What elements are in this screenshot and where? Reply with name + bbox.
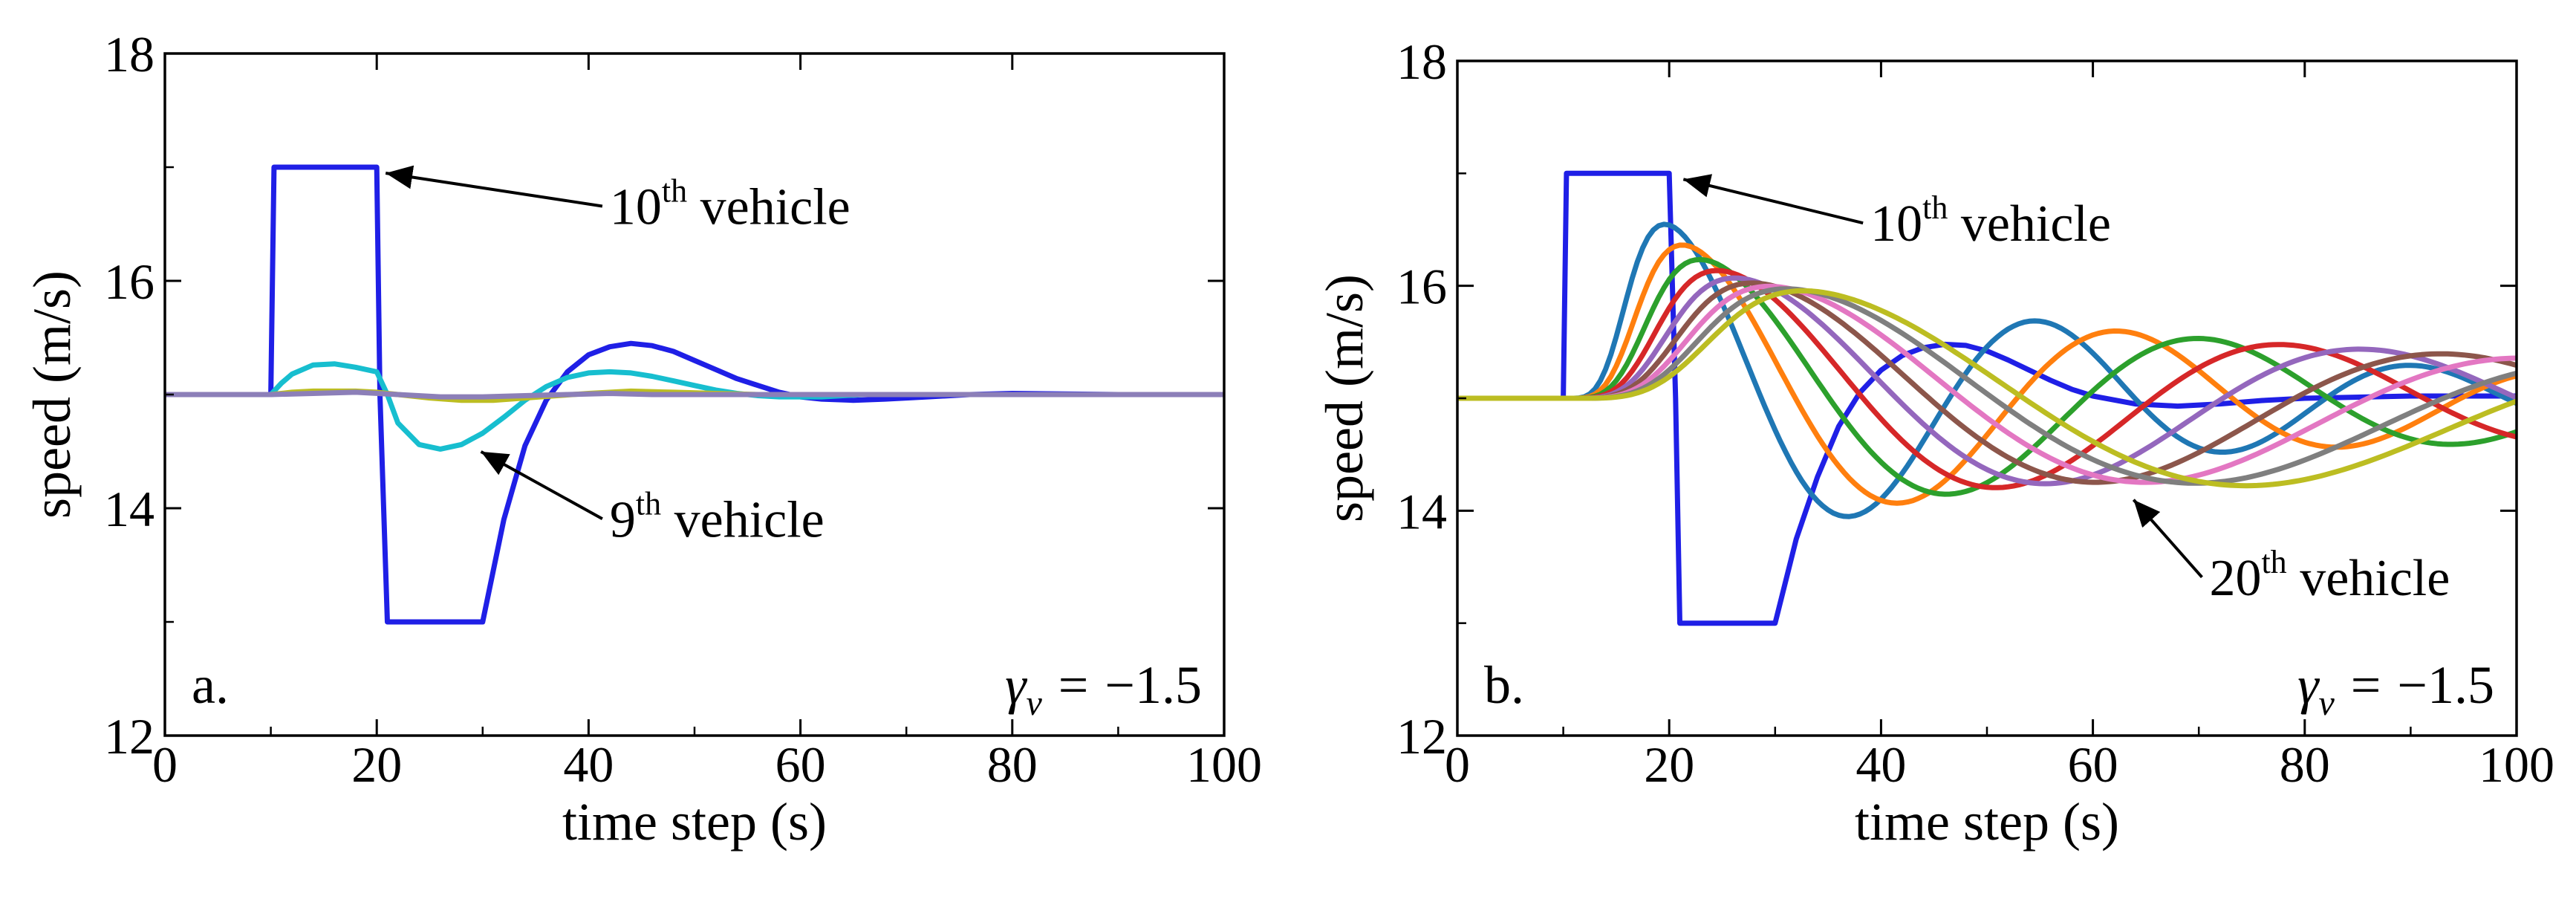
- series-line: [1457, 280, 2517, 485]
- panel-label: a.: [192, 655, 229, 715]
- annotation-number: 10: [1870, 195, 1922, 253]
- x-tick-label: 100: [2479, 736, 2554, 793]
- gamma-equals: =: [1058, 655, 1089, 715]
- gamma-value: −1.5: [1105, 655, 1202, 715]
- series-line: [1457, 288, 2517, 489]
- annotation-label: 10th vehicle: [1870, 189, 2111, 253]
- x-axis-title: time step (s): [562, 792, 827, 852]
- y-tick-label: 14: [1396, 483, 1447, 539]
- annotation-arrow: [385, 165, 603, 208]
- annotation-number: 10: [610, 179, 662, 236]
- annotation-label: 10th vehicle: [610, 173, 850, 236]
- annotation-rest: vehicle: [1948, 195, 2111, 253]
- series-group: [1457, 170, 2517, 626]
- annotation-number: 20: [2209, 550, 2261, 607]
- gamma-subscript: v: [1026, 684, 1042, 723]
- series-line: [1457, 256, 2517, 497]
- x-axis-title: time step (s): [1855, 792, 2119, 852]
- y-axis-title: speed (m/s): [1315, 274, 1374, 522]
- chart-panel-a: 0 20 40 60 80 100 12 14 16 18 time step (s) speed (…: [22, 26, 1262, 852]
- y-tick-label: 16: [104, 253, 155, 310]
- y-tick-label: 18: [1396, 33, 1447, 90]
- annotation-suffix: th: [636, 485, 661, 522]
- annotation-label: 9th vehicle: [610, 485, 824, 548]
- x-tick-label: 40: [1855, 736, 1906, 793]
- annotation-suffix: th: [2261, 544, 2286, 580]
- gamma-value: −1.5: [2397, 655, 2494, 715]
- y-tick-label: 18: [104, 26, 155, 82]
- x-tick-label: 20: [1644, 736, 1694, 793]
- series-group: [165, 164, 1224, 625]
- gamma-symbol: γ: [1005, 655, 1027, 715]
- panel-label: b.: [1484, 655, 1524, 715]
- x-tick-label: 60: [775, 736, 826, 793]
- y-tick-label: 16: [1396, 259, 1447, 315]
- gamma-label: γv = −1.5: [1005, 655, 1202, 723]
- y-axis-title: speed (m/s): [22, 270, 82, 519]
- annotation-rest: vehicle: [2287, 550, 2450, 607]
- annotation-suffix: th: [1922, 189, 1948, 226]
- series-line: [165, 361, 1224, 452]
- gamma-subscript: v: [2318, 684, 2335, 723]
- gamma-symbol: γ: [2297, 655, 2320, 715]
- x-tick-label: 100: [1186, 736, 1262, 793]
- series-line: [1457, 221, 2517, 519]
- chart-panel-b: 0 20 40 60 80 100 12 14 16 18 time step (s) speed (…: [1315, 33, 2554, 852]
- annotation-suffix: th: [662, 173, 687, 210]
- annotation-number: 9: [610, 491, 636, 548]
- series-line: [1457, 267, 2517, 490]
- annotation-arrow: [2132, 499, 2203, 579]
- x-tick-label: 80: [2280, 736, 2330, 793]
- x-tick-label: 20: [351, 736, 402, 793]
- annotation-arrow: [480, 450, 603, 520]
- annotation-label: 20th vehicle: [2209, 544, 2450, 607]
- y-tick-label: 12: [104, 708, 155, 765]
- x-tick-label: 60: [2068, 736, 2118, 793]
- y-tick-label: 14: [104, 481, 155, 537]
- series-line: [1457, 275, 2517, 487]
- x-tick-label: 0: [152, 736, 178, 793]
- x-tick-label: 0: [1445, 736, 1470, 793]
- x-tick-label: 40: [563, 736, 614, 793]
- series-line: [165, 164, 1224, 625]
- y-tick-label: 12: [1396, 708, 1447, 765]
- series-line: [165, 389, 1224, 400]
- annotation-rest: vehicle: [687, 179, 850, 236]
- annotation-rest: vehicle: [661, 491, 824, 548]
- gamma-label: γv = −1.5: [2297, 655, 2494, 723]
- annotation-arrow: [1682, 174, 1864, 225]
- x-tick-label: 80: [987, 736, 1038, 793]
- gamma-equals: =: [2351, 655, 2381, 715]
